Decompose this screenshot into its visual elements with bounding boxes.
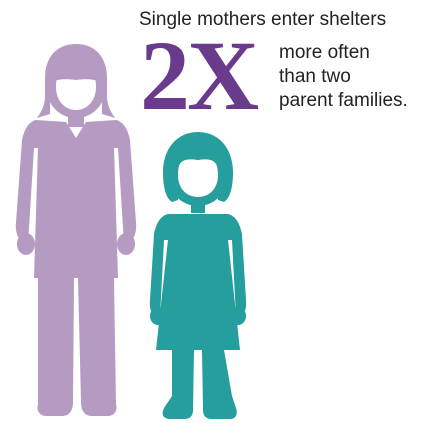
headline-text: Single mothers enter shelters (139, 9, 387, 30)
detail-line: more often (279, 42, 370, 63)
multiplier-value: 2X (140, 20, 259, 131)
detail-text: more often than two parent families. (279, 41, 408, 113)
detail-line: parent families. (279, 90, 408, 111)
girl-figure-icon (149, 132, 247, 419)
detail-line: than two (279, 66, 351, 87)
woman-figure-icon (15, 44, 137, 416)
